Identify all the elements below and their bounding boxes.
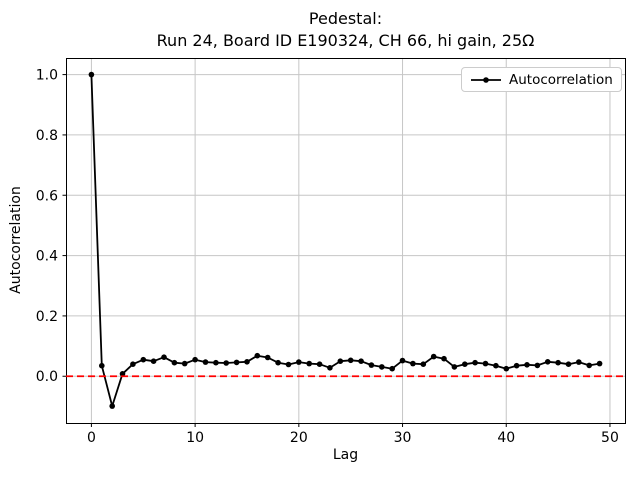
data-point-marker [399, 357, 406, 364]
autocorrelation-line [90, 74, 600, 408]
data-point-marker [472, 359, 478, 366]
data-point-marker [337, 358, 344, 365]
y-tick-label: 0.0 [36, 369, 58, 385]
data-point-marker [513, 362, 520, 369]
chart-title: Pedestal: Run 24, Board ID E190324, CH 6… [66, 8, 625, 52]
x-tick-label: 10 [186, 430, 204, 446]
y-axis-label: Autocorrelation [8, 186, 24, 294]
data-point-marker [462, 361, 468, 368]
data-point-marker [275, 359, 281, 366]
data-point-marker [451, 364, 458, 370]
data-point-marker [327, 365, 333, 371]
data-point-marker [493, 362, 499, 369]
data-point-marker [88, 71, 95, 78]
chart-title-line1: Pedestal: [308, 9, 383, 28]
x-tick-label: 0 [87, 430, 96, 446]
y-tick-label: 0.8 [36, 128, 58, 144]
data-point-marker [441, 355, 447, 362]
data-point-marker [503, 365, 510, 372]
data-point-marker [306, 360, 313, 367]
data-point-marker [181, 360, 188, 367]
data-point-marker [254, 352, 261, 359]
data-point-marker [368, 362, 375, 368]
data-point-marker [555, 359, 561, 366]
data-point-marker [223, 360, 229, 366]
legend-line-sample [471, 76, 501, 83]
data-point-marker [524, 362, 530, 368]
axes-box [66, 58, 626, 424]
x-tick-label: 20 [290, 430, 308, 446]
legend-label: Autocorrelation [509, 71, 613, 88]
data-point-marker [410, 360, 416, 367]
data-point-marker [119, 371, 126, 377]
data-point-marker [482, 360, 489, 367]
data-point-marker [420, 361, 427, 368]
data-point-marker [430, 353, 437, 360]
data-point-marker [109, 403, 115, 409]
x-tick-label: 30 [394, 430, 412, 446]
x-tick-label: 50 [601, 430, 619, 446]
data-point-marker [576, 359, 582, 365]
y-tick-label: 1.0 [36, 68, 58, 84]
chart-title-line2: Run 24, Board ID E190324, CH 66, hi gain… [156, 31, 535, 50]
data-point-marker [544, 359, 551, 365]
data-point-marker [534, 362, 541, 369]
data-point-marker [202, 359, 209, 365]
x-axis-label: Lag [332, 447, 359, 463]
data-point-marker [389, 365, 396, 372]
data-point-marker [264, 354, 271, 361]
data-point-marker [586, 362, 592, 369]
y-tick-label: 0.4 [36, 249, 58, 265]
y-tick-label: 0.2 [36, 309, 58, 325]
data-point-marker [140, 356, 147, 363]
data-point-marker [347, 357, 354, 364]
data-point-marker [285, 361, 292, 368]
legend-marker-dot [483, 76, 489, 83]
data-point-marker [296, 359, 302, 365]
data-point-marker [358, 358, 364, 365]
data-point-marker [99, 362, 105, 369]
data-point-marker [161, 354, 167, 361]
data-point-marker [171, 359, 178, 366]
x-tick-label: 40 [497, 430, 515, 446]
data-point-marker [244, 359, 250, 365]
y-tick-label: 0.6 [36, 188, 58, 204]
data-point-marker [130, 361, 136, 368]
data-point-marker [233, 359, 240, 366]
legend: Autocorrelation [461, 67, 622, 92]
data-point-marker [150, 358, 157, 365]
data-point-marker [596, 360, 603, 367]
data-point-marker [192, 356, 198, 363]
data-point-marker [213, 359, 219, 366]
data-point-marker [316, 361, 323, 368]
data-point-marker [379, 364, 385, 370]
data-point-marker [565, 361, 572, 368]
